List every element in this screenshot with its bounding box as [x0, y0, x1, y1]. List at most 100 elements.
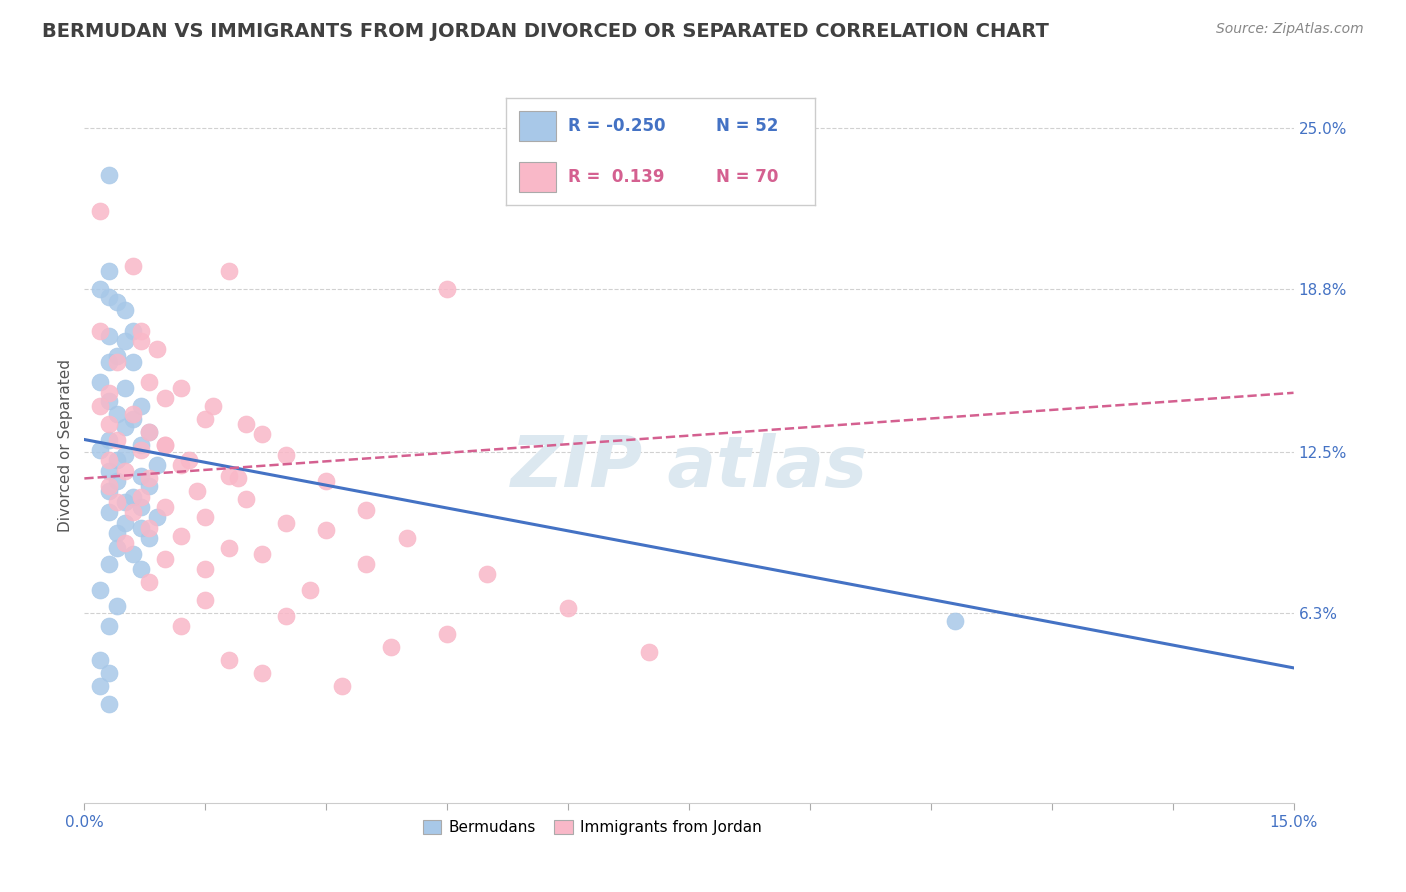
Point	[89, 653, 111, 667]
Point	[105, 433, 128, 447]
Point	[250, 427, 273, 442]
Point	[250, 547, 273, 561]
Point	[129, 521, 152, 535]
Point	[637, 645, 659, 659]
Point	[153, 500, 176, 514]
Point	[114, 536, 136, 550]
Point	[105, 525, 128, 540]
Point	[89, 204, 111, 219]
Point	[138, 521, 160, 535]
Point	[129, 438, 152, 452]
Point	[138, 425, 160, 439]
Point	[129, 442, 152, 457]
Point	[274, 516, 297, 530]
Point	[97, 697, 120, 711]
Point	[97, 168, 120, 182]
Point	[97, 619, 120, 633]
Point	[170, 458, 193, 473]
Point	[146, 510, 169, 524]
Point	[129, 490, 152, 504]
Point	[121, 411, 143, 425]
Point	[226, 471, 249, 485]
Point	[105, 350, 128, 364]
Point	[114, 334, 136, 348]
Point	[121, 259, 143, 273]
Point	[235, 492, 257, 507]
Point	[330, 679, 353, 693]
Point	[315, 524, 337, 538]
Point	[114, 381, 136, 395]
Point	[121, 354, 143, 368]
Point	[356, 502, 378, 516]
Point	[138, 376, 160, 390]
Point	[395, 531, 418, 545]
Point	[943, 614, 966, 628]
Point	[194, 411, 217, 425]
Point	[97, 557, 120, 571]
Point	[105, 354, 128, 368]
Point	[97, 666, 120, 681]
Point	[194, 510, 217, 524]
Text: N = 70: N = 70	[717, 169, 779, 186]
Point	[170, 528, 193, 542]
Point	[105, 495, 128, 509]
Point	[97, 417, 120, 431]
Point	[138, 531, 160, 545]
Point	[274, 609, 297, 624]
Point	[89, 582, 111, 597]
Point	[97, 484, 120, 499]
Point	[114, 495, 136, 509]
Point	[274, 448, 297, 462]
Point	[89, 376, 111, 390]
Point	[97, 290, 120, 304]
Point	[129, 324, 152, 338]
Point	[129, 334, 152, 348]
Point	[105, 541, 128, 556]
Text: R =  0.139: R = 0.139	[568, 169, 665, 186]
Point	[89, 399, 111, 413]
Point	[129, 500, 152, 514]
Point	[97, 433, 120, 447]
Point	[114, 419, 136, 434]
Point	[138, 575, 160, 590]
Point	[97, 328, 120, 343]
Point	[153, 438, 176, 452]
Point	[138, 425, 160, 439]
Legend: Bermudans, Immigrants from Jordan: Bermudans, Immigrants from Jordan	[416, 814, 768, 841]
Point	[299, 582, 322, 597]
Point	[380, 640, 402, 654]
Text: N = 52: N = 52	[717, 117, 779, 135]
Point	[153, 552, 176, 566]
Point	[105, 407, 128, 421]
Point	[153, 391, 176, 405]
Point	[179, 453, 201, 467]
Point	[97, 505, 120, 519]
Point	[129, 562, 152, 576]
Point	[218, 653, 240, 667]
Point	[315, 474, 337, 488]
Point	[97, 479, 120, 493]
Point	[121, 505, 143, 519]
Point	[97, 453, 120, 467]
Point	[202, 399, 225, 413]
Point	[114, 448, 136, 462]
Point	[97, 354, 120, 368]
Point	[170, 619, 193, 633]
Point	[89, 324, 111, 338]
Point	[129, 399, 152, 413]
Y-axis label: Divorced or Separated: Divorced or Separated	[58, 359, 73, 533]
Point	[194, 593, 217, 607]
Point	[138, 471, 160, 485]
Point	[218, 264, 240, 278]
Point	[89, 282, 111, 296]
Point	[114, 464, 136, 478]
FancyBboxPatch shape	[519, 162, 555, 193]
Point	[97, 393, 120, 408]
Point	[146, 458, 169, 473]
Point	[114, 516, 136, 530]
Point	[218, 541, 240, 556]
Text: R = -0.250: R = -0.250	[568, 117, 665, 135]
Point	[105, 295, 128, 310]
Point	[138, 479, 160, 493]
FancyBboxPatch shape	[519, 111, 555, 141]
